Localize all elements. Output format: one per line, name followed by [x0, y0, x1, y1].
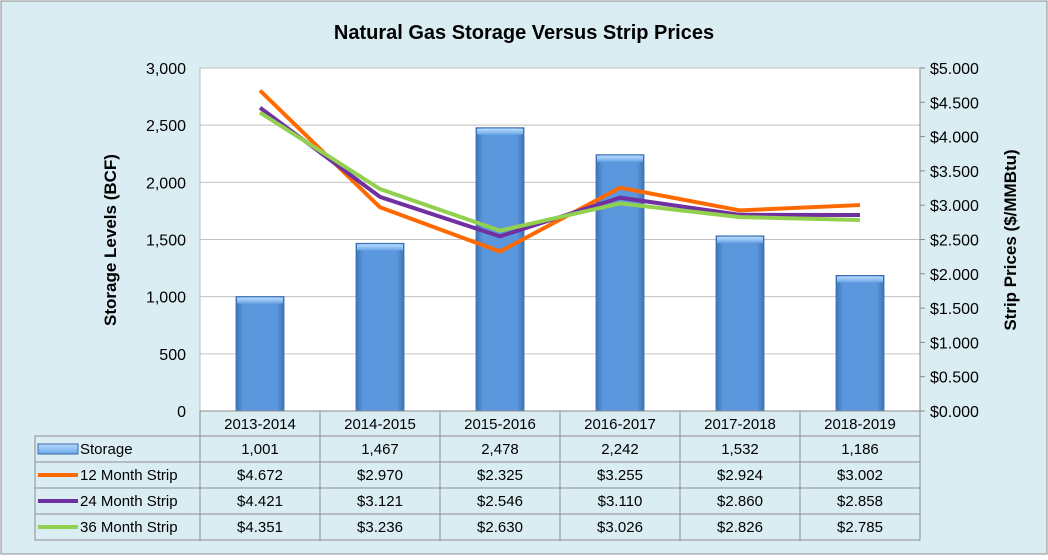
y-axis-label: Storage Levels (BCF): [101, 154, 120, 326]
legend-key-storage-icon: [37, 443, 79, 455]
line-12-month-strip: [258, 89, 861, 254]
y-tick-label: 3,000: [146, 61, 186, 78]
line-36-month-strip: [258, 110, 861, 233]
y-tick-label: 2,500: [146, 118, 186, 135]
y2-tick-label: $5.000: [930, 61, 979, 78]
y-tick-label: 2,000: [146, 175, 186, 192]
data-cell: $4.672: [237, 467, 283, 484]
bar-bevel: [837, 276, 883, 283]
y2-tick-label: $1.500: [930, 301, 979, 318]
data-cell: $2.970: [357, 467, 403, 484]
x-category-label: 2016-2017: [584, 416, 656, 433]
data-cell: $2.860: [717, 493, 763, 510]
data-cell: 1,467: [361, 441, 399, 458]
series-name: 36 Month Strip: [80, 519, 178, 536]
data-cell: $2.546: [477, 493, 523, 510]
data-cell: $4.421: [237, 493, 283, 510]
data-cell: $4.351: [237, 519, 283, 536]
y2-tick-label: $4.500: [930, 95, 979, 112]
bar-storage: [475, 127, 525, 412]
data-cell: $3.002: [837, 467, 883, 484]
x-category-label: 2014-2015: [344, 416, 416, 433]
y2-tick-label: $0.500: [930, 370, 979, 387]
x-category-label: 2017-2018: [704, 416, 776, 433]
y2-tick-label: $0.000: [930, 404, 979, 421]
x-category-label: 2013-2014: [224, 416, 296, 433]
bar-bevel: [237, 297, 283, 304]
y2-tick-label: $4.000: [930, 130, 979, 147]
bar-bevel: [477, 128, 523, 135]
data-cell: $2.924: [717, 467, 763, 484]
chart-title: Natural Gas Storage Versus Strip Prices: [334, 22, 714, 44]
series-name: 24 Month Strip: [80, 493, 178, 510]
data-cell: 2,478: [481, 441, 519, 458]
bar-storage: [235, 296, 285, 412]
y2-tick-label: $3.500: [930, 164, 979, 181]
y2-tick-label: $1.000: [930, 335, 979, 352]
y2-tick-label: $2.000: [930, 267, 979, 284]
data-cell: $2.826: [717, 519, 763, 536]
y-tick-label: 0: [177, 404, 186, 421]
bar-storage: [355, 242, 405, 412]
bar-storage: [715, 235, 765, 412]
y2-tick-label: $2.500: [930, 233, 979, 250]
series-name: 12 Month Strip: [80, 467, 178, 484]
bar-storage: [835, 275, 885, 412]
data-cell: $2.630: [477, 519, 523, 536]
table-row: [34, 435, 921, 463]
x-category-label: 2015-2016: [464, 416, 536, 433]
data-cell: $3.121: [357, 493, 403, 510]
data-cell: 1,001: [241, 441, 279, 458]
data-cell: $2.785: [837, 519, 883, 536]
y2-axis-label: Strip Prices ($/MMBtu): [1001, 149, 1020, 330]
bar-bevel: [717, 236, 763, 243]
series-name: Storage: [80, 441, 133, 458]
data-cell: $3.236: [357, 519, 403, 536]
table-row: [34, 487, 921, 515]
x-category-label: 2018-2019: [824, 416, 896, 433]
data-cell: $2.325: [477, 467, 523, 484]
bar-bevel: [597, 155, 643, 162]
data-cell: 1,186: [841, 441, 879, 458]
y2-tick-label: $3.000: [930, 198, 979, 215]
bar-storage: [595, 154, 645, 412]
data-cell: 1,532: [721, 441, 759, 458]
data-cell: $3.110: [598, 493, 643, 510]
data-cell: $3.026: [597, 519, 643, 536]
y-tick-label: 1,000: [146, 290, 186, 307]
data-cell: $2.858: [837, 493, 883, 510]
y-tick-label: 500: [159, 347, 186, 364]
data-cell: $3.255: [597, 467, 643, 484]
table-row: [34, 513, 921, 541]
bar-bevel: [357, 244, 403, 251]
y-tick-label: 1,500: [146, 233, 186, 250]
data-cell: 2,242: [601, 441, 639, 458]
